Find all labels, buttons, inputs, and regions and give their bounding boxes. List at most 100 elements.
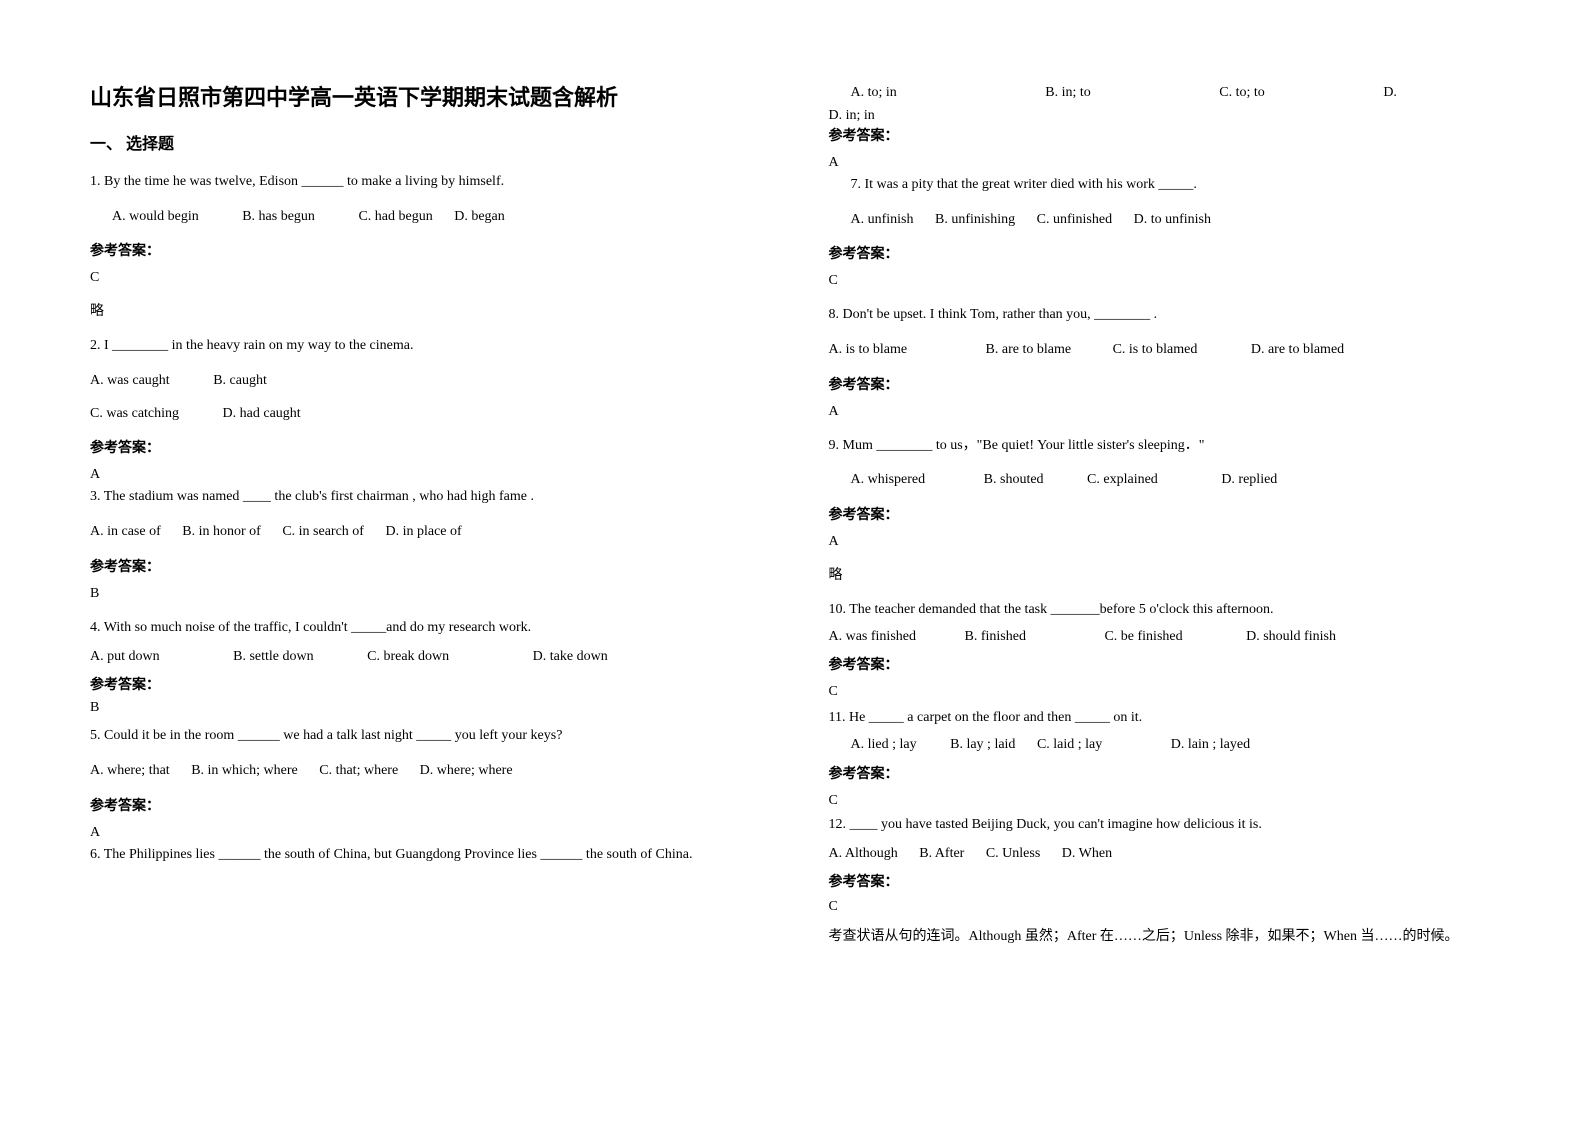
q6-opt-b: B. in; to — [1045, 80, 1091, 107]
q8-text: 8. Don't be upset. I think Tom, rather t… — [829, 303, 1498, 327]
q7-opt-a: A. unfinish — [851, 207, 914, 234]
q10-options: A. was finished B. finished C. be finish… — [829, 624, 1498, 651]
q12-answer: C — [829, 899, 1498, 915]
q9-answer: A — [829, 534, 1498, 550]
q12-opt-d: D. When — [1062, 841, 1112, 868]
q4-answer-label: 参考答案： — [90, 674, 759, 694]
doc-title: 山东省日照市第四中学高一英语下学期期末试题含解析 — [90, 80, 759, 112]
q9-opt-d: D. replied — [1221, 467, 1277, 494]
q12-text: 12. ____ you have tasted Beijing Duck, y… — [829, 813, 1498, 837]
q12-explanation: 考查状语从句的连词。Although 虽然；After 在……之后；Unless… — [829, 925, 1498, 945]
q12-opt-c: C. Unless — [986, 841, 1040, 868]
q2-answer-label: 参考答案： — [90, 437, 759, 457]
q5-options: A. where; that B. in which; where C. tha… — [90, 758, 759, 785]
q12-opt-a: A. Although — [829, 841, 898, 868]
q9-opt-b: B. shouted — [984, 467, 1044, 494]
q3-text: 3. The stadium was named ____ the club's… — [90, 485, 759, 509]
q9-text: 9. Mum ________ to us，"Be quiet! Your li… — [829, 434, 1498, 458]
q7-answer-label: 参考答案： — [829, 243, 1498, 263]
q11-text: 11. He _____ a carpet on the floor and t… — [829, 706, 1498, 730]
q5-answer-label: 参考答案： — [90, 795, 759, 815]
q10-answer: C — [829, 684, 1498, 700]
q7-opt-d: D. to unfinish — [1134, 207, 1211, 234]
q8-options: A. is to blame B. are to blame C. is to … — [829, 337, 1498, 364]
q1-opt-d: D. began — [454, 204, 505, 231]
page: 山东省日照市第四中学高一英语下学期期末试题含解析 一、 选择题 1. By th… — [0, 0, 1587, 995]
q7-options: A. unfinish B. unfinishing C. unfinished… — [829, 207, 1498, 234]
left-column: 山东省日照市第四中学高一英语下学期期末试题含解析 一、 选择题 1. By th… — [90, 80, 759, 955]
q4-opt-c: C. break down — [367, 644, 449, 671]
q1-omit: 略 — [90, 300, 759, 320]
q4-opt-d: D. take down — [533, 644, 608, 671]
q11-opt-c: C. laid ; lay — [1037, 732, 1102, 759]
q8-answer: A — [829, 404, 1498, 420]
q10-opt-c: C. be finished — [1104, 624, 1182, 651]
q11-answer: C — [829, 793, 1498, 809]
q10-answer-label: 参考答案： — [829, 654, 1498, 674]
q3-opt-a: A. in case of — [90, 519, 161, 546]
q2-opt-b: B. caught — [213, 368, 267, 395]
q2-text: 2. I ________ in the heavy rain on my wa… — [90, 334, 759, 358]
q10-opt-b: B. finished — [965, 624, 1026, 651]
q2-options: A. was caught B. caught C. was catching … — [90, 368, 759, 427]
q5-opt-c: C. that; where — [319, 758, 398, 785]
q10-opt-d: D. should finish — [1246, 624, 1336, 651]
q1-opt-a: A. would begin — [112, 204, 199, 231]
q8-opt-d: D. are to blamed — [1251, 337, 1344, 364]
section-header: 一、 选择题 — [90, 130, 759, 154]
q7-answer: C — [829, 273, 1498, 289]
q6-opt-c: C. to; to — [1219, 80, 1265, 107]
q1-opt-b: B. has begun — [242, 204, 315, 231]
q6-text: 6. The Philippines lies ______ the south… — [90, 843, 759, 867]
q11-opt-a: A. lied ; lay — [851, 732, 917, 759]
q8-opt-c: C. is to blamed — [1113, 337, 1198, 364]
q2-answer: A — [90, 467, 759, 483]
q8-opt-b: B. are to blame — [986, 337, 1072, 364]
q9-omit: 略 — [829, 564, 1498, 584]
q12-opt-b: B. After — [919, 841, 964, 868]
q6-answer: A — [829, 155, 1498, 171]
q4-text: 4. With so much noise of the traffic, I … — [90, 616, 759, 640]
q2-opt-a: A. was caught — [90, 368, 170, 395]
q2-opt-d: D. had caught — [223, 401, 301, 428]
q9-opt-a: A. whispered — [851, 467, 926, 494]
q7-opt-b: B. unfinishing — [935, 207, 1015, 234]
q5-opt-b: B. in which; where — [191, 758, 298, 785]
q3-opt-d: D. in place of — [385, 519, 461, 546]
q2-opt-c: C. was catching — [90, 401, 179, 428]
q5-text: 5. Could it be in the room ______ we had… — [90, 724, 759, 748]
q3-opt-c: C. in search of — [282, 519, 364, 546]
q1-opt-c: C. had begun — [358, 204, 432, 231]
q3-answer-label: 参考答案： — [90, 556, 759, 576]
q11-opt-b: B. lay ; laid — [950, 732, 1015, 759]
q5-answer: A — [90, 825, 759, 841]
q9-options: A. whispered B. shouted C. explained D. … — [829, 467, 1498, 494]
q9-answer-label: 参考答案： — [829, 504, 1498, 524]
q6-options-row2: D. in; in — [829, 107, 1498, 125]
q10-opt-a: A. was finished — [829, 624, 917, 651]
q5-opt-a: A. where; that — [90, 758, 170, 785]
q7-opt-c: C. unfinished — [1037, 207, 1112, 234]
right-column: A. to; in B. in; to C. to; to D. D. in; … — [829, 80, 1498, 955]
q4-options: A. put down B. settle down C. break down… — [90, 644, 759, 671]
q6-answer-label: 参考答案： — [829, 125, 1498, 145]
q7-text: 7. It was a pity that the great writer d… — [829, 173, 1498, 197]
q4-answer: B — [90, 700, 759, 716]
q5-opt-d: D. where; where — [420, 758, 513, 785]
q4-opt-b: B. settle down — [233, 644, 314, 671]
q11-opt-d: D. lain ; layed — [1171, 732, 1250, 759]
q3-answer: B — [90, 586, 759, 602]
q1-options: A. would begin B. has begun C. had begun… — [90, 204, 759, 231]
q6-opt-a: A. to; in — [851, 80, 897, 107]
q6-options-row1: A. to; in B. in; to C. to; to D. — [829, 80, 1498, 107]
q8-opt-a: A. is to blame — [829, 337, 908, 364]
q1-text: 1. By the time he was twelve, Edison ___… — [90, 170, 759, 194]
q10-text: 10. The teacher demanded that the task _… — [829, 598, 1498, 622]
q1-answer: C — [90, 270, 759, 286]
q11-answer-label: 参考答案： — [829, 763, 1498, 783]
q8-answer-label: 参考答案： — [829, 374, 1498, 394]
q12-options: A. Although B. After C. Unless D. When — [829, 841, 1498, 868]
q3-opt-b: B. in honor of — [182, 519, 261, 546]
q11-options: A. lied ; lay B. lay ; laid C. laid ; la… — [829, 732, 1498, 759]
q6-opt-d-prefix: D. — [1383, 80, 1397, 107]
